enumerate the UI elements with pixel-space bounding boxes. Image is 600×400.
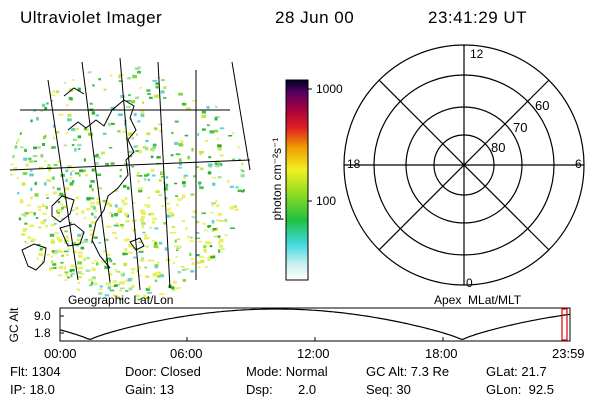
- colorbar-tick-100: 100: [316, 194, 337, 208]
- mlt-label-0: 0: [466, 276, 473, 290]
- status-door: Door: Closed: [125, 364, 201, 379]
- altitude-xtick-0600: 06:00: [170, 346, 203, 361]
- mlat-label-70: 70: [513, 120, 528, 135]
- polar-plot: [343, 44, 585, 286]
- colorbar-unit-label: photon cm⁻²s⁻¹: [270, 137, 284, 221]
- mlt-label-6: 6: [575, 157, 582, 171]
- status-mode: Mode: Normal: [246, 364, 328, 379]
- geo-caption: Geographic Lat/Lon: [68, 293, 174, 307]
- altitude-plot: [59, 307, 571, 342]
- polar-caption: Apex MLat/MLT: [434, 293, 522, 307]
- status-glat: GLat: 21.7: [486, 364, 547, 379]
- altitude-xtick-1800: 18:00: [425, 346, 458, 361]
- status-flt: Flt: 1304: [10, 364, 61, 379]
- instrument-title: Ultraviolet Imager: [20, 8, 163, 27]
- altitude-ymax: 9.0: [34, 309, 51, 323]
- status-gcalt: GC Alt: 7.3 Re: [366, 364, 450, 379]
- coastline-outline: [21, 87, 145, 271]
- status-ip: IP: 18.0: [10, 382, 55, 397]
- date-label: 28 Jun 00: [275, 8, 355, 27]
- status-glon: GLon: 92.5: [486, 382, 554, 397]
- altitude-ylabel: GC Alt: [7, 307, 21, 343]
- status-seq: Seq: 30: [366, 382, 411, 397]
- altitude-xtick-1200: 12:00: [297, 346, 330, 361]
- mlt-label-18: 18: [347, 157, 361, 171]
- time-label: 23:41:29 UT: [428, 8, 528, 27]
- status-dsp: Dsp: 2.0: [246, 382, 317, 397]
- altitude-ymin: 1.8: [34, 326, 51, 340]
- altitude-xtick-2359: 23:59: [552, 346, 585, 361]
- mlat-label-60: 60: [535, 98, 550, 113]
- altitude-xtick-0000: 00:00: [44, 346, 77, 361]
- mlt-label-12: 12: [470, 47, 484, 61]
- colorbar: [285, 79, 309, 281]
- status-gain: Gain: 13: [125, 382, 175, 397]
- geo-grid: [9, 57, 251, 291]
- colorbar-tick-1000: 1000: [316, 82, 343, 96]
- earth-disc-image: [9, 65, 245, 301]
- mlat-label-80: 80: [491, 140, 506, 155]
